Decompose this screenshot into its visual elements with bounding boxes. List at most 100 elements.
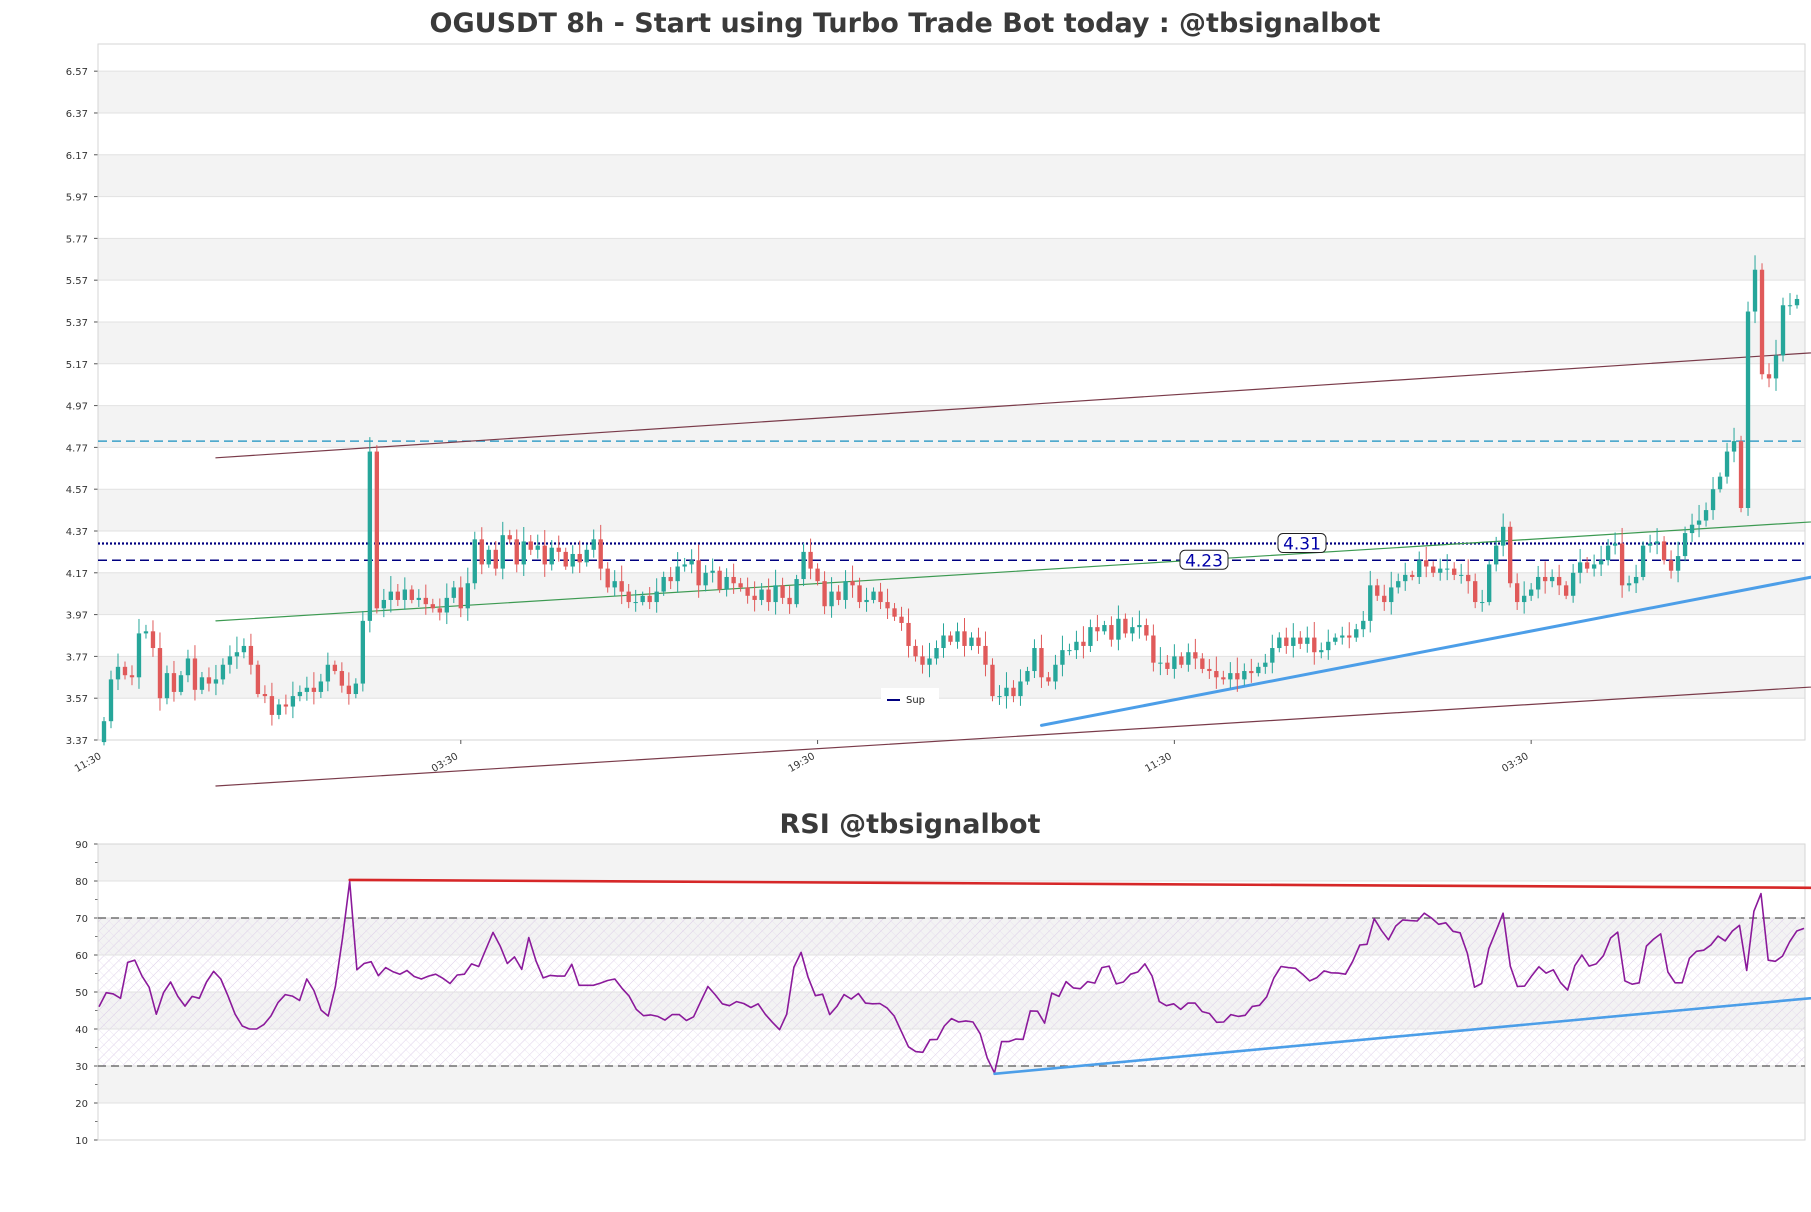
candle xyxy=(1256,666,1261,674)
grid-band xyxy=(98,154,1805,197)
grid-band xyxy=(98,1066,1805,1103)
y-tick-label: 5.37 xyxy=(66,318,88,329)
candle xyxy=(164,673,170,699)
candle xyxy=(759,589,764,600)
candle xyxy=(1626,583,1632,586)
candle xyxy=(941,635,946,649)
candle xyxy=(1319,650,1324,653)
candle xyxy=(1410,574,1415,577)
candle xyxy=(402,589,407,600)
candle xyxy=(115,666,121,680)
candle xyxy=(892,608,897,617)
candle xyxy=(528,541,533,550)
candle xyxy=(787,597,792,605)
candle xyxy=(1242,671,1247,680)
y-tick-label: 4.17 xyxy=(66,569,88,580)
candle xyxy=(213,679,219,684)
candle xyxy=(1375,585,1380,596)
rsi-line xyxy=(98,880,1805,1074)
candle xyxy=(1640,545,1646,577)
candle xyxy=(500,535,505,569)
candle xyxy=(1039,648,1044,678)
candle xyxy=(1130,627,1135,634)
y-tick-label: 50 xyxy=(75,988,88,999)
candle xyxy=(612,581,617,588)
candle xyxy=(773,585,778,603)
y-tick-label: 4.37 xyxy=(66,527,88,538)
candle xyxy=(1347,635,1352,638)
candle xyxy=(1661,541,1667,561)
y-tick-label: 3.57 xyxy=(66,694,88,705)
candle xyxy=(542,545,547,565)
candle xyxy=(1654,541,1660,544)
candle xyxy=(395,591,400,600)
candle xyxy=(1116,618,1121,640)
candle xyxy=(927,658,932,665)
candle xyxy=(1584,562,1590,569)
candle xyxy=(794,579,799,605)
candle xyxy=(1717,476,1723,490)
candle xyxy=(1417,560,1422,577)
candle xyxy=(1738,441,1744,508)
candle xyxy=(724,576,729,590)
candle xyxy=(738,583,743,588)
candle xyxy=(871,591,876,600)
candle xyxy=(1221,677,1226,680)
candle xyxy=(1675,556,1681,571)
y-tick-label: 10 xyxy=(75,1136,88,1147)
grid-band xyxy=(98,321,1805,364)
candle xyxy=(1102,625,1107,632)
candle xyxy=(1228,673,1233,680)
candle xyxy=(507,535,512,540)
candle xyxy=(983,645,988,665)
candle xyxy=(1570,572,1576,596)
y-tick-label: 3.97 xyxy=(66,611,88,622)
candle xyxy=(1480,602,1485,604)
grid-band xyxy=(98,656,1805,699)
legend-box xyxy=(881,688,939,710)
level-label: 4.31 xyxy=(1283,535,1321,555)
candle xyxy=(885,602,890,609)
candle xyxy=(339,671,345,686)
candle xyxy=(1095,627,1100,632)
candle xyxy=(654,591,659,603)
y-tick-label: 40 xyxy=(75,1025,88,1036)
candle xyxy=(255,664,261,695)
candle xyxy=(514,539,519,565)
candle xyxy=(304,687,310,692)
level-label-box xyxy=(1179,549,1229,570)
candle xyxy=(1759,269,1765,375)
candle xyxy=(850,581,855,586)
candle xyxy=(332,664,338,672)
candle xyxy=(717,570,722,590)
candle xyxy=(1549,576,1555,582)
candle xyxy=(1445,568,1450,570)
grid-band xyxy=(98,71,1805,113)
candle xyxy=(801,551,806,580)
candle xyxy=(1619,543,1625,586)
candle xyxy=(934,648,939,659)
candle xyxy=(241,645,247,653)
candle xyxy=(1137,625,1142,628)
candle xyxy=(423,597,428,605)
candle xyxy=(157,648,163,699)
candle xyxy=(353,683,359,695)
candle xyxy=(976,637,981,646)
candle xyxy=(948,635,953,642)
y-tick-label: 90 xyxy=(75,840,88,851)
y-tick-label: 5.77 xyxy=(66,234,88,245)
level-label: 4.23 xyxy=(1185,551,1223,571)
candle xyxy=(675,566,680,582)
candle xyxy=(962,631,967,646)
candle xyxy=(1123,618,1128,634)
candle xyxy=(682,564,687,567)
candle xyxy=(1647,543,1653,546)
candle xyxy=(878,591,883,603)
y-tick-label: 4.97 xyxy=(66,402,88,413)
candle xyxy=(1074,641,1079,651)
candle xyxy=(605,568,610,588)
candle xyxy=(1081,641,1086,646)
trend-line xyxy=(215,352,1811,459)
candle xyxy=(1605,545,1611,561)
